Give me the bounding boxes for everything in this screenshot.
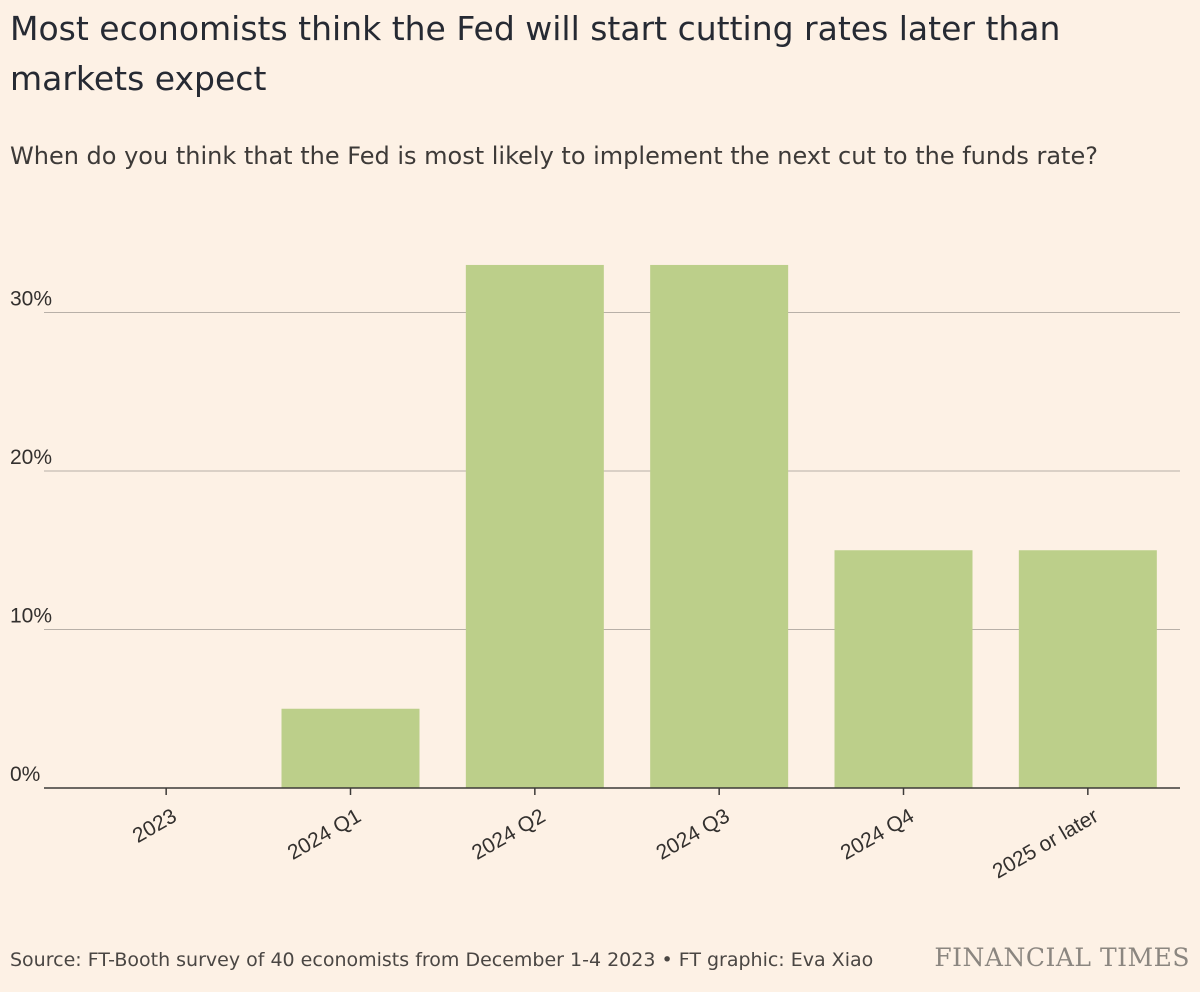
chart-title: Most economists think the Fed will start… bbox=[10, 9, 1061, 98]
y-tick-label: 10% bbox=[10, 605, 52, 628]
y-tick-label: 30% bbox=[10, 288, 52, 311]
bars bbox=[281, 264, 1157, 788]
axes bbox=[44, 787, 1180, 795]
bar-2024-q3 bbox=[650, 264, 789, 788]
x-tick-label: 2024 Q1 bbox=[284, 804, 365, 864]
bar-2024-q1 bbox=[281, 708, 420, 788]
x-tick-label: 2024 Q3 bbox=[652, 804, 733, 864]
x-tick-label: 2024 Q2 bbox=[468, 804, 549, 864]
x-tick-label: 2024 Q4 bbox=[837, 804, 919, 864]
chart-subtitle: When do you think that the Fed is most l… bbox=[10, 142, 1098, 170]
y-tick-label: 20% bbox=[10, 446, 52, 469]
bar-chart: 0% 10% 20% 30% 2023 2024 Q1 2024 Q2 2024 Q3 2024… bbox=[10, 264, 1180, 883]
bar-2025-or-later bbox=[1018, 550, 1157, 788]
x-tick-label: 2025 or later bbox=[989, 804, 1103, 883]
x-tick-label: 2023 bbox=[129, 804, 181, 847]
ft-logo: FINANCIAL TIMES bbox=[934, 943, 1190, 972]
bar-2024-q2 bbox=[465, 264, 604, 788]
gridlines bbox=[44, 312, 1180, 630]
source-note: Source: FT-Booth survey of 40 economists… bbox=[10, 949, 874, 971]
bar-2024-q4 bbox=[834, 550, 973, 788]
y-tick-label: 0% bbox=[10, 763, 40, 786]
